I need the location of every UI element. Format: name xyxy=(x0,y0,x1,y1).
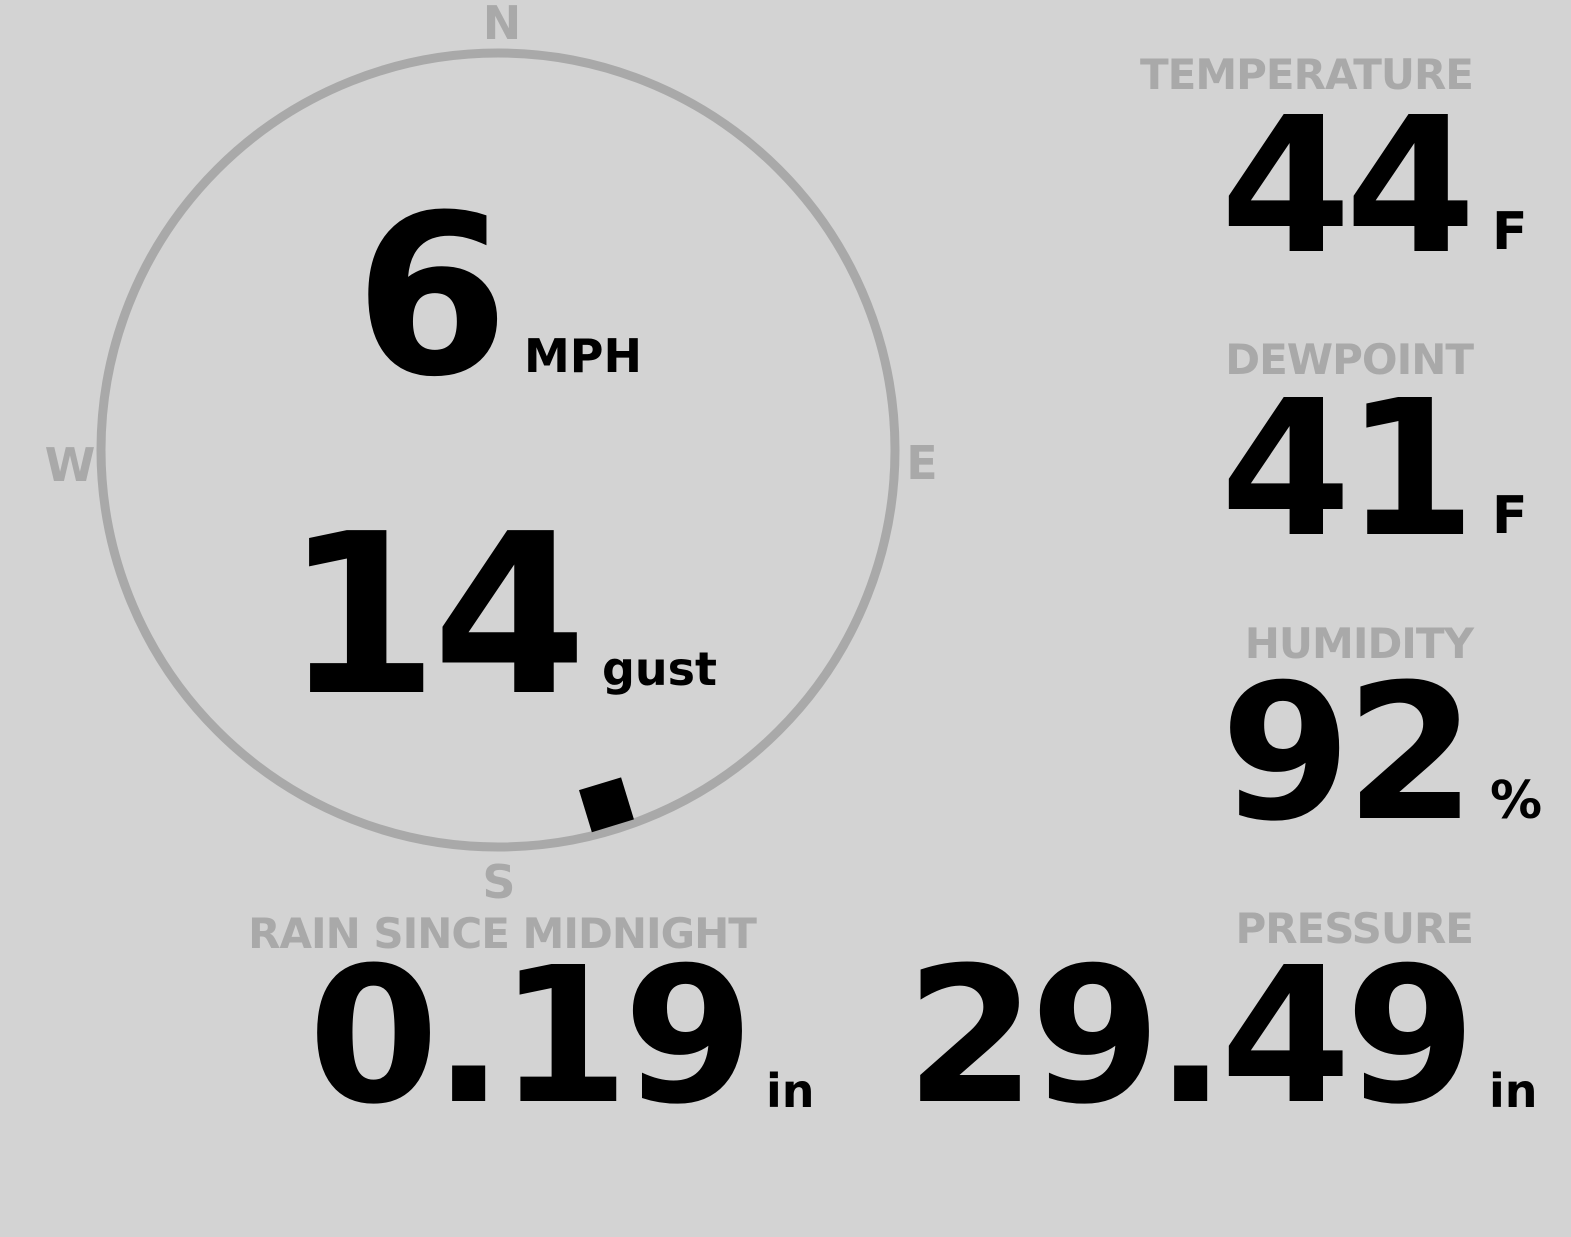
humidity-value: 92 xyxy=(1220,644,1476,863)
temperature-unit: F xyxy=(1492,202,1528,262)
wind-direction-marker xyxy=(578,777,634,833)
pressure-value: 29.49 xyxy=(905,927,1476,1146)
pressure-label: PRESSURE xyxy=(1235,904,1474,953)
rain-label: RAIN SINCE MIDNIGHT xyxy=(248,909,757,958)
compass-west: W xyxy=(44,438,96,492)
temperature-label: TEMPERATURE xyxy=(1140,50,1474,99)
humidity-unit: % xyxy=(1490,771,1543,831)
rain-value: 0.19 xyxy=(308,927,754,1146)
wind-speed-value: 6 xyxy=(354,168,509,426)
compass-south: S xyxy=(482,855,516,909)
dewpoint-label: DEWPOINT xyxy=(1225,335,1474,384)
wind-speed-unit: MPH xyxy=(524,329,642,383)
wind-gust-value: 14 xyxy=(284,487,587,745)
pressure-unit: in xyxy=(1489,1064,1538,1118)
rain-unit: in xyxy=(766,1064,815,1118)
compass-ring xyxy=(96,48,900,852)
temperature-value: 44 xyxy=(1220,77,1476,296)
dewpoint-value: 41 xyxy=(1220,360,1476,579)
compass-east: E xyxy=(906,436,938,490)
dewpoint-unit: F xyxy=(1492,486,1528,546)
wind-gust-unit: gust xyxy=(602,642,718,696)
compass-north: N xyxy=(482,0,522,50)
humidity-label: HUMIDITY xyxy=(1244,619,1474,668)
